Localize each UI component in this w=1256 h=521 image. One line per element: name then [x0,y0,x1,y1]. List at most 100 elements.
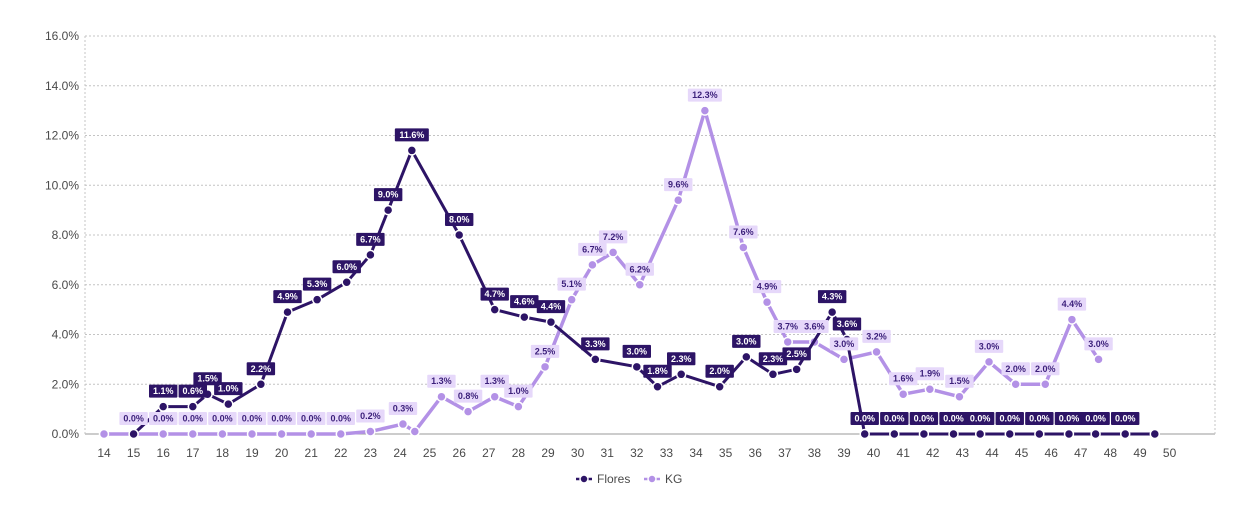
data-label-bg [332,260,361,274]
data-label-text: 0.6% [183,386,204,396]
data-label-bg [880,412,909,425]
data-label-flores: 4.4% [536,300,566,314]
data-label-text: 3.0% [834,339,855,349]
x-tick-label: 18 [216,446,230,460]
data-label-bg [773,319,802,333]
y-tick-label: 10.0% [45,178,79,192]
x-tick-label: 43 [956,446,970,460]
data-label-flores: 0.0% [850,412,879,425]
data-label-text: 5.1% [561,279,582,289]
data-label-flores: 4.3% [817,290,847,304]
y-tick-label: 2.0% [52,377,80,391]
data-label-kg: 0.0% [267,412,296,425]
data-point-kg [539,361,551,373]
data-label-bg [643,364,672,378]
data-label-bg [782,347,811,361]
data-point-flores [791,364,802,375]
data-label-bg [149,384,178,398]
series-lines [98,105,1161,440]
data-point-kg [513,401,524,412]
legend-item-kg[interactable]: KG [644,472,682,486]
data-label-flores: 8.0% [445,213,474,226]
data-label-bg [578,242,607,256]
data-point-kg [838,354,850,365]
data-label-flores: 2.5% [782,347,811,361]
data-label-text: 0.0% [1029,414,1050,424]
data-label-bg [480,374,509,388]
data-label-text: 2.0% [1005,364,1026,374]
data-label-bg [817,290,847,304]
data-label-flores: 4.7% [480,287,509,301]
data-point-kg [246,428,258,440]
data-label-flores: 0.6% [178,384,207,398]
data-point-kg [187,428,199,440]
data-label-flores: 1.1% [149,384,178,398]
data-point-kg [1066,314,1078,325]
data-label-text: 1.1% [153,386,174,396]
data-label-kg: 2.0% [1001,362,1030,376]
data-label-kg: 7.6% [729,225,758,239]
data-label-flores: 2.2% [246,362,276,376]
data-label-bg [208,412,237,425]
data-label-bg [1001,362,1030,376]
x-tick-label: 15 [127,446,141,460]
x-tick-label: 34 [689,446,703,460]
data-label-text: 3.6% [804,321,825,331]
data-label-text: 0.0% [884,414,905,424]
grid-lines [84,35,1216,435]
data-label-bg [1111,412,1140,425]
x-tick-label: 33 [660,446,674,460]
data-label-text: 7.2% [603,232,624,242]
data-label-kg: 1.0% [504,384,533,398]
data-point-flores [382,204,394,216]
data-label-bg [1054,412,1084,425]
x-tick-label: 50 [1163,446,1177,460]
x-tick-label: 28 [512,446,526,460]
data-label-bg [995,412,1024,425]
data-point-flores [741,351,752,363]
data-label-kg: 1.3% [480,374,509,388]
data-label-bg [178,384,207,398]
data-point-flores [223,398,234,410]
legend-item-flores[interactable]: Flores [576,472,630,486]
data-label-kg: 2.5% [530,344,560,358]
x-tick-label: 30 [571,446,585,460]
data-point-kg [1040,379,1051,390]
data-label-flores: 3.3% [581,337,610,351]
data-label-bg [356,409,385,423]
data-label-flores: 2.3% [667,352,696,366]
data-label-kg: 0.0% [178,412,207,425]
data-label-bg [297,412,326,425]
data-label-bg [373,188,403,202]
data-label-flores: 0.0% [939,412,968,425]
x-tick-label: 19 [245,446,259,460]
data-label-bg [850,412,879,425]
data-label-flores: 4.9% [273,290,302,304]
data-label-text: 1.0% [508,386,529,396]
legend[interactable]: Flores KG [576,472,682,486]
x-tick-label: 41 [897,446,911,460]
data-label-kg: 1.9% [915,367,945,381]
data-label-bg [729,225,758,239]
data-label-text: 4.9% [757,282,778,292]
legend-swatch-dot [647,474,657,484]
data-point-kg [738,242,749,253]
data-label-flores: 1.8% [643,364,672,378]
x-tick-label: 23 [364,446,378,460]
data-label-bg [974,339,1004,353]
data-point-kg [276,428,287,440]
data-label-bg [267,412,296,425]
data-label-text: 4.6% [514,297,535,307]
data-label-bg [1057,297,1087,311]
data-label-text: 1.6% [893,374,914,384]
data-label-text: 0.0% [914,414,935,424]
x-tick-label: 20 [275,446,289,460]
data-label-text: 4.3% [822,292,843,302]
data-label-flores: 0.0% [909,412,939,425]
data-point-flores [365,249,376,261]
data-point-kg [897,388,909,400]
data-label-text: 2.5% [786,349,807,359]
data-point-kg [1010,379,1021,390]
data-label-bg [480,287,509,301]
data-point-flores [1119,428,1131,440]
